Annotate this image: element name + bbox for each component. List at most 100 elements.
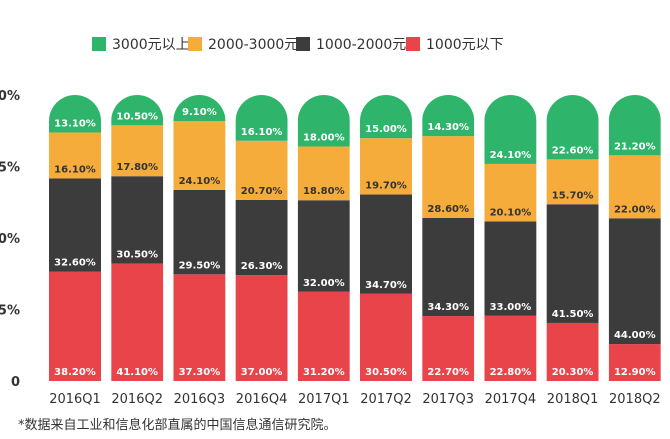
data-label: 18.80% [303,186,345,197]
data-label: 16.10% [54,165,96,176]
data-label: 32.00% [303,278,345,289]
data-label: 31.20% [303,367,345,378]
bar-segment [297,95,350,147]
data-label: 20.30% [552,367,594,378]
x-tick-label: 2016Q2 [111,392,163,407]
data-label: 22.00% [614,204,656,215]
y-tick-label: 25% [0,304,20,319]
data-label: 41.10% [116,367,158,378]
bar-segment [546,95,599,160]
bar-segment [360,293,412,381]
legend-swatch [92,37,106,51]
x-axis: 2016Q1 2016Q2 2016Q3 2016Q4 2017Q1 2017Q2 2017… [49,392,660,407]
data-label: 30.50% [365,367,407,378]
bar-segment [235,140,288,200]
data-label: 24.10% [490,150,532,161]
data-label: 37.30% [179,367,221,378]
bar-segment [422,95,475,137]
bar-segment [546,322,599,381]
bar-segment [608,218,661,345]
legend: 3000元以上 2000-3000元 1000-2000元 1000元以下 [92,37,504,53]
legend-swatch [406,37,420,51]
x-tick-label: 2018Q2 [609,392,661,407]
x-tick-label: 2016Q3 [174,392,226,407]
bar-stack [111,95,164,381]
data-label: 20.10% [490,207,532,218]
data-label: 33.00% [490,302,532,313]
bar-stack [546,95,599,381]
data-label: 18.00% [303,132,345,143]
bar-segment [235,95,288,141]
bar-segment [546,204,599,323]
data-label: 10.50% [116,111,158,122]
data-label: 44.00% [614,330,656,341]
data-label: 22.80% [490,367,532,378]
bar-segment [49,178,101,272]
bar-segment [484,221,537,316]
bar-segment [484,315,537,381]
bar-segment [49,132,101,179]
bar-segment [484,163,537,222]
bar-segment [297,146,350,201]
x-tick-label: 2017Q2 [360,392,412,407]
data-label: 17.80% [116,162,158,173]
bar-segment [173,121,226,190]
bar-segment [422,217,475,317]
legend-label: 1000-2000元 [316,37,406,53]
data-label: 21.20% [614,141,656,152]
legend-label: 3000元以上 [112,37,190,53]
bar-segment [49,271,101,381]
data-label: 16.10% [241,127,283,138]
legend-swatch [188,37,202,51]
data-label: 28.60% [427,204,469,215]
data-label: 13.10% [54,118,96,129]
x-tick-label: 2017Q3 [422,392,474,407]
bar-segment [546,159,599,205]
data-label: 12.90% [614,367,656,378]
bar-stack [360,95,412,381]
bar-stack [235,95,288,381]
x-tick-label: 2018Q1 [547,392,599,407]
y-tick-label: 75% [0,161,20,176]
bar-segment [484,95,537,164]
bar-segment [422,316,475,381]
y-tick-label: 100% [0,89,20,104]
y-axis: 100% 75% 50% 25% 0 [0,89,20,390]
data-label: 9.10% [182,107,217,118]
data-label: 34.70% [365,280,407,291]
data-label: 14.30% [427,122,469,133]
x-tick-label: 2016Q1 [49,392,101,407]
bar-segment [608,95,661,156]
bar-segment [422,136,475,218]
y-tick-label: 0 [11,375,20,390]
data-label: 34.30% [427,302,469,313]
data-label: 26.30% [241,261,283,272]
bar-stack [297,95,350,381]
data-label: 19.70% [365,181,407,192]
bar-stack [49,95,101,381]
legend-label: 1000元以下 [426,37,504,53]
x-tick-label: 2017Q4 [485,392,537,407]
x-tick-label: 2016Q4 [236,392,288,407]
bar-stack [484,95,537,381]
bar-segment [235,199,288,276]
data-label: 15.70% [552,190,594,201]
bar-segment [111,263,164,381]
data-label: 41.50% [552,309,594,320]
data-label: 29.50% [179,260,221,271]
bar-segment [608,344,661,381]
data-label: 15.00% [365,124,407,135]
bar-segment [360,194,412,294]
data-label: 32.60% [54,258,96,269]
x-tick-label: 2017Q1 [298,392,350,407]
data-label: 22.70% [427,367,469,378]
data-label: 24.10% [179,176,221,187]
data-label: 30.50% [116,249,158,260]
data-label: 20.70% [241,186,283,197]
y-tick-label: 50% [0,232,20,247]
data-label: 37.00% [241,367,283,378]
bar-stack [422,95,475,381]
legend-label: 2000-3000元 [208,37,298,53]
bar-segment [111,176,164,264]
